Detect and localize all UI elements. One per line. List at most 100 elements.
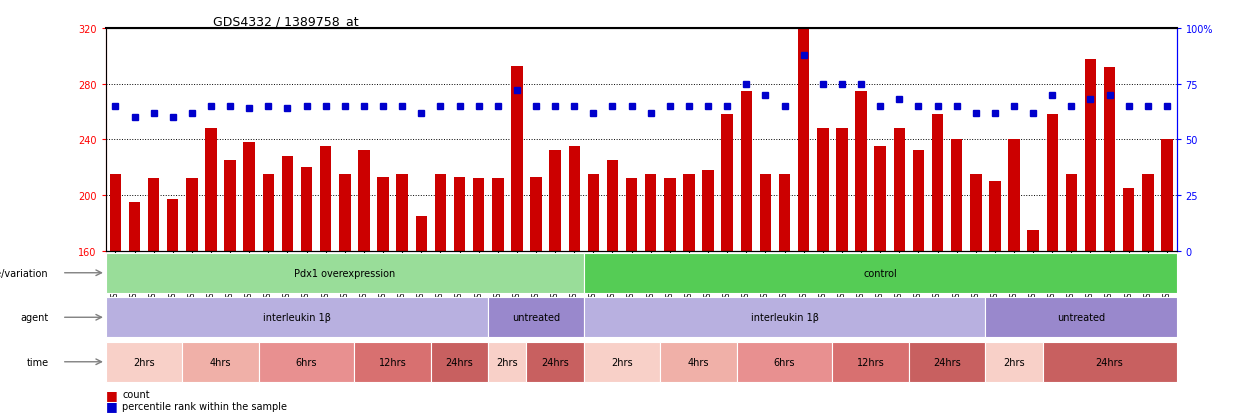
Bar: [588, 175, 599, 251]
Bar: [951, 140, 962, 251]
Text: 24hrs: 24hrs: [542, 357, 569, 367]
Bar: [320, 147, 331, 251]
Text: interleukin 1β: interleukin 1β: [263, 313, 331, 323]
FancyBboxPatch shape: [182, 342, 259, 382]
Bar: [606, 161, 619, 251]
Bar: [874, 147, 886, 251]
Bar: [913, 151, 924, 251]
Bar: [244, 142, 255, 251]
FancyBboxPatch shape: [985, 342, 1042, 382]
FancyBboxPatch shape: [527, 342, 584, 382]
FancyBboxPatch shape: [660, 342, 737, 382]
Bar: [530, 177, 542, 251]
FancyBboxPatch shape: [106, 342, 182, 382]
Text: 12hrs: 12hrs: [857, 357, 884, 367]
FancyBboxPatch shape: [488, 297, 584, 337]
Bar: [817, 129, 829, 251]
Bar: [1162, 140, 1173, 251]
Bar: [128, 202, 141, 251]
Bar: [1066, 175, 1077, 251]
Text: ■: ■: [106, 388, 117, 401]
FancyBboxPatch shape: [106, 253, 584, 293]
Text: count: count: [122, 389, 149, 399]
Bar: [1047, 115, 1058, 251]
FancyBboxPatch shape: [985, 297, 1177, 337]
FancyBboxPatch shape: [584, 297, 985, 337]
Text: 4hrs: 4hrs: [687, 357, 710, 367]
FancyBboxPatch shape: [355, 342, 431, 382]
Text: ■: ■: [106, 399, 117, 413]
Bar: [281, 157, 294, 251]
Bar: [359, 151, 370, 251]
FancyBboxPatch shape: [106, 297, 488, 337]
Text: 24hrs: 24hrs: [1096, 357, 1123, 367]
Text: 24hrs: 24hrs: [934, 357, 961, 367]
Bar: [110, 175, 121, 251]
Bar: [741, 91, 752, 251]
Bar: [187, 179, 198, 251]
Bar: [1123, 188, 1134, 251]
Text: interleukin 1β: interleukin 1β: [751, 313, 818, 323]
Bar: [205, 129, 217, 251]
Text: 2hrs: 2hrs: [1003, 357, 1025, 367]
Text: 2hrs: 2hrs: [497, 357, 518, 367]
Bar: [759, 175, 771, 251]
FancyBboxPatch shape: [737, 342, 833, 382]
Bar: [779, 175, 791, 251]
Text: untreated: untreated: [1057, 313, 1106, 323]
Bar: [492, 179, 503, 251]
Bar: [473, 179, 484, 251]
Bar: [512, 66, 523, 251]
Bar: [224, 161, 235, 251]
Bar: [855, 91, 867, 251]
Text: percentile rank within the sample: percentile rank within the sample: [122, 401, 288, 411]
Bar: [549, 151, 560, 251]
FancyBboxPatch shape: [833, 342, 909, 382]
Text: GDS4332 / 1389758_at: GDS4332 / 1389758_at: [213, 15, 359, 28]
Bar: [339, 175, 351, 251]
Bar: [837, 129, 848, 251]
Bar: [1142, 175, 1154, 251]
FancyBboxPatch shape: [488, 342, 527, 382]
Text: agent: agent: [20, 313, 49, 323]
Bar: [894, 129, 905, 251]
Bar: [301, 168, 312, 251]
Text: genotype/variation: genotype/variation: [0, 268, 49, 278]
Text: 2hrs: 2hrs: [611, 357, 632, 367]
Bar: [664, 179, 676, 251]
Text: Pdx1 overexpression: Pdx1 overexpression: [294, 268, 396, 278]
FancyBboxPatch shape: [909, 342, 985, 382]
FancyBboxPatch shape: [1042, 342, 1177, 382]
Bar: [645, 175, 656, 251]
Bar: [702, 171, 713, 251]
Text: 12hrs: 12hrs: [378, 357, 407, 367]
Bar: [377, 177, 388, 251]
Text: control: control: [863, 268, 898, 278]
Text: 6hrs: 6hrs: [296, 357, 317, 367]
Bar: [167, 199, 178, 251]
Bar: [989, 182, 1001, 251]
Bar: [931, 115, 944, 251]
Bar: [263, 175, 274, 251]
Bar: [148, 179, 159, 251]
Text: 2hrs: 2hrs: [133, 357, 154, 367]
Bar: [798, 22, 809, 251]
FancyBboxPatch shape: [584, 342, 660, 382]
Bar: [416, 216, 427, 251]
Bar: [453, 177, 466, 251]
FancyBboxPatch shape: [259, 342, 355, 382]
Text: time: time: [26, 357, 49, 367]
Bar: [1104, 68, 1116, 251]
Bar: [1027, 230, 1038, 251]
Bar: [684, 175, 695, 251]
Text: 24hrs: 24hrs: [446, 357, 473, 367]
FancyBboxPatch shape: [584, 253, 1177, 293]
Bar: [970, 175, 981, 251]
Text: 4hrs: 4hrs: [210, 357, 232, 367]
Bar: [721, 115, 733, 251]
Bar: [1008, 140, 1020, 251]
Text: 6hrs: 6hrs: [774, 357, 796, 367]
Bar: [435, 175, 446, 251]
Bar: [1084, 59, 1096, 251]
Bar: [626, 179, 637, 251]
